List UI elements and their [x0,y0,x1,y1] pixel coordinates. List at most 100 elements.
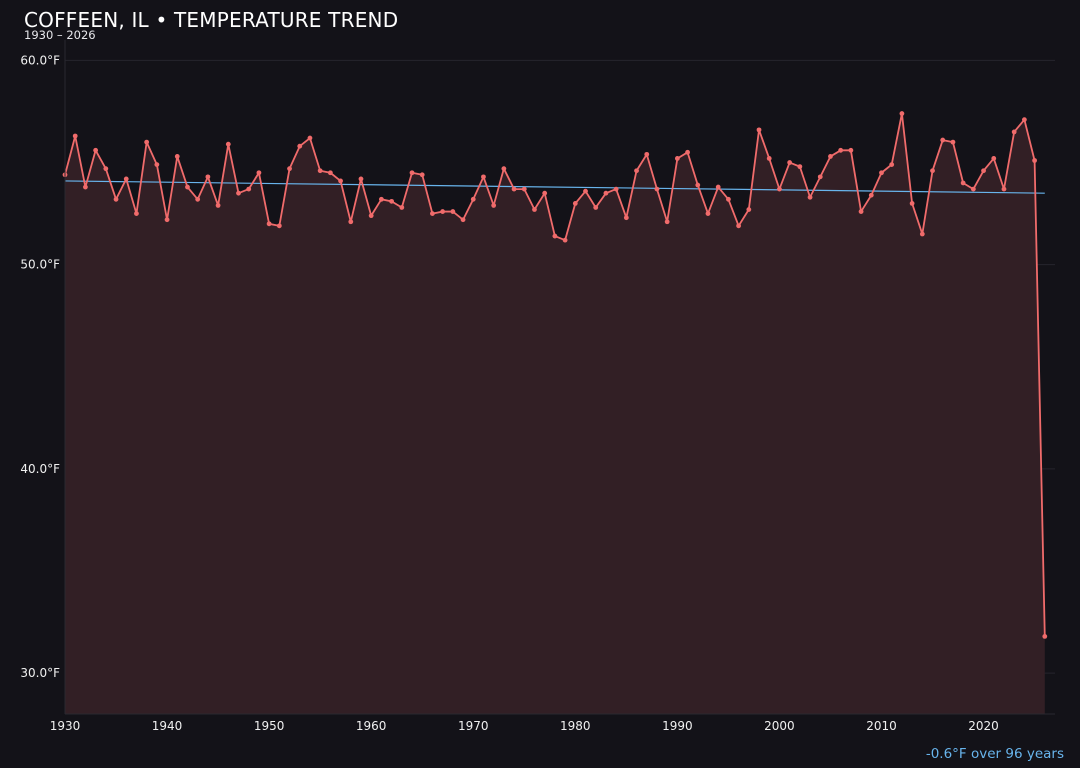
data-point-2023 [1011,129,1017,135]
data-point-1981 [583,188,588,194]
data-point-1935 [113,196,119,202]
data-point-1939 [154,162,160,167]
data-point-1993 [705,211,711,217]
data-point-1988 [654,186,660,192]
data-point-2004 [817,174,823,180]
data-point-2003 [807,194,813,200]
data-point-1957 [338,178,343,184]
data-point-2006 [838,147,844,153]
x-tick-label: 1940 [152,719,183,733]
data-point-1937 [134,211,139,217]
data-points [62,111,1048,639]
data-point-2018 [960,180,966,186]
data-point-1933 [93,147,99,153]
data-point-1934 [103,166,109,172]
x-tick-label: 2020 [968,719,999,733]
data-point-1990 [674,156,680,161]
data-point-1947 [236,190,241,196]
data-point-1943 [195,196,201,202]
x-tick-label: 1970 [458,719,489,733]
data-point-2021 [991,156,997,161]
data-point-1984 [613,186,619,192]
data-point-1995 [726,196,731,202]
data-point-2026 [1042,633,1048,639]
data-point-1958 [348,219,354,225]
data-point-2016 [940,137,946,143]
data-point-1979 [562,237,568,243]
data-point-1953 [297,143,303,149]
data-point-1987 [644,151,650,157]
trend-summary: -0.6°F over 96 years [925,746,1064,762]
data-point-2011 [889,162,895,167]
data-point-1966 [430,211,435,217]
data-point-1998 [756,127,762,133]
temperature-area [65,113,1045,714]
data-point-1980 [572,200,578,206]
data-point-1931 [72,133,78,139]
y-axis: 30.0°F 40.0°F 50.0°F 60.0°F [20,40,66,714]
data-point-1960 [368,213,374,219]
data-point-2015 [930,168,935,174]
data-point-1952 [287,166,292,172]
data-point-1945 [215,203,221,208]
data-point-1989 [664,219,670,225]
chart-title: COFFEEN, IL • TEMPERATURE TREND [24,8,399,32]
data-point-1946 [225,141,231,147]
data-point-1996 [736,223,742,229]
data-point-2014 [919,231,925,237]
trend-line [64,180,1045,194]
data-point-1970 [470,196,476,202]
data-point-1982 [593,205,599,210]
data-point-2007 [848,147,854,153]
x-tick-label: 2010 [866,719,897,733]
x-tick-label: 2000 [764,719,795,733]
data-point-2019 [970,186,976,192]
data-point-1977 [542,190,548,196]
x-tick-label: 1980 [560,719,591,733]
data-point-1955 [317,168,323,174]
data-point-2010 [879,170,884,176]
data-point-2025 [1032,158,1037,163]
data-point-1964 [409,170,415,176]
data-point-1936 [123,176,129,182]
x-tick-label: 1990 [662,719,693,733]
data-point-1994 [715,184,721,190]
data-point-1959 [358,176,364,182]
data-point-1948 [246,186,252,192]
data-point-1942 [185,184,190,190]
x-tick-label: 1930 [50,719,81,733]
data-point-2012 [899,111,905,116]
data-point-2002 [797,164,803,170]
data-point-1950 [266,221,272,227]
data-point-1949 [256,170,262,176]
data-point-1963 [399,205,405,210]
chart-subtitle: 1930 – 2026 [24,28,96,42]
data-point-2022 [1001,186,1007,192]
y-tick-label: 50.0°F [20,258,60,272]
data-point-1968 [450,209,456,214]
x-tick-label: 1950 [254,719,285,733]
y-tick-label: 40.0°F [20,462,60,476]
data-point-2009 [868,192,874,198]
data-point-1954 [307,135,313,141]
y-tick-label: 30.0°F [20,666,60,680]
data-point-1967 [440,209,446,214]
data-point-1985 [623,215,629,221]
data-point-1938 [144,139,150,145]
data-point-1978 [552,233,558,239]
data-point-1965 [419,172,425,178]
data-point-1971 [481,174,486,180]
data-point-1972 [491,203,497,208]
data-point-1986 [634,168,639,174]
data-point-1969 [460,217,466,223]
data-point-1976 [532,207,537,212]
data-point-2020 [981,168,986,174]
data-point-1940 [164,217,170,223]
data-point-2000 [777,186,782,192]
data-point-1975 [521,186,527,192]
data-point-1961 [378,196,384,202]
data-point-1944 [205,174,211,180]
data-point-1999 [766,156,772,161]
data-point-2013 [909,200,915,206]
